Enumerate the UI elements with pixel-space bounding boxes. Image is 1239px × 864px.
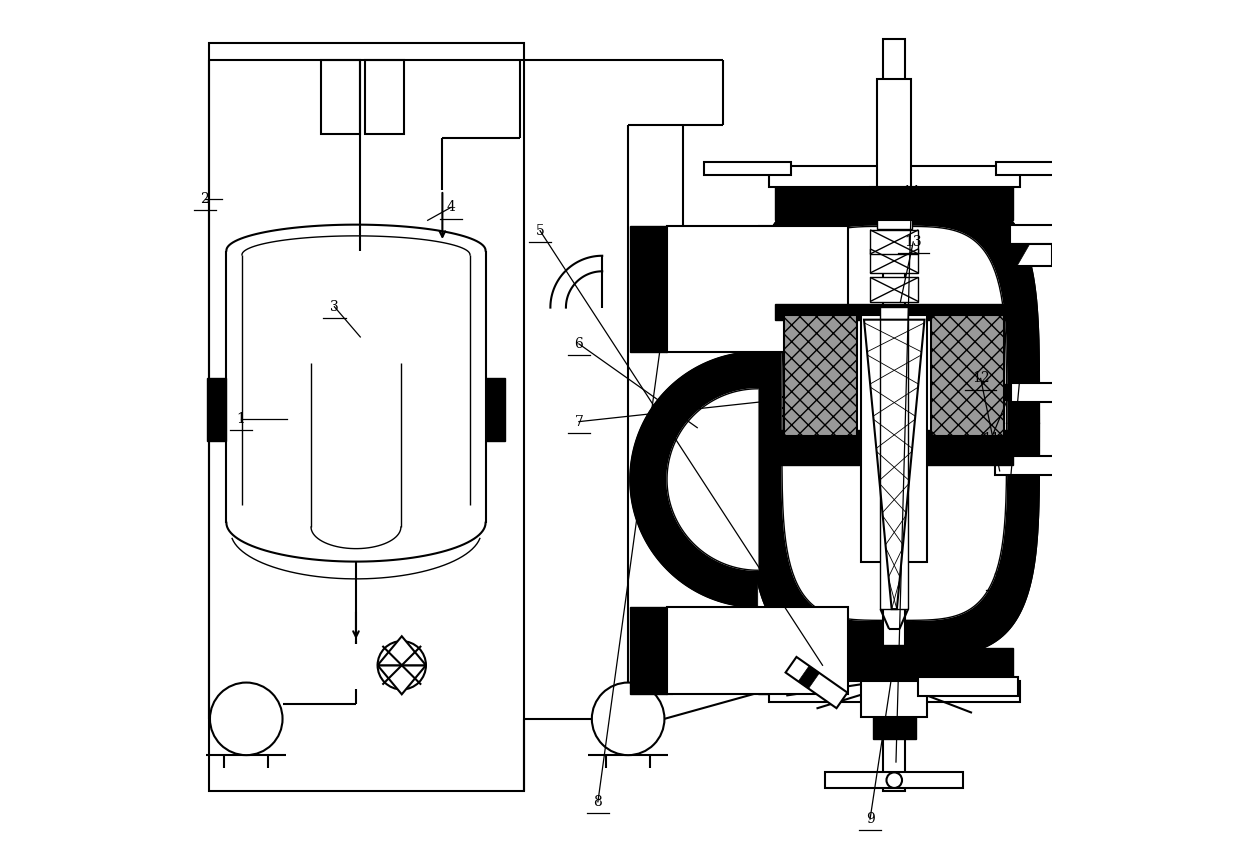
Polygon shape [782,226,1006,620]
Bar [881,307,908,609]
Bar [872,717,916,739]
Text: 10: 10 [992,572,1010,586]
Bar [861,315,927,562]
Bar [321,60,361,134]
Text: 14: 14 [903,185,921,199]
Text: 11: 11 [983,432,1000,446]
Text: 9: 9 [866,812,875,826]
Polygon shape [786,657,847,708]
Bar [758,226,795,352]
Text: 1: 1 [237,412,245,426]
Bar [364,60,404,134]
Bar [667,607,849,694]
Bar [667,226,849,352]
Text: 6: 6 [575,337,584,351]
Polygon shape [378,636,426,665]
Bar [870,187,918,220]
Bar [758,607,795,694]
Bar [877,79,911,187]
Circle shape [209,683,282,755]
Text: 13: 13 [904,235,922,249]
Bar [704,162,790,175]
Polygon shape [798,666,819,689]
Bar [870,230,918,254]
Bar [769,166,1020,187]
Bar [1010,225,1074,244]
Bar [870,187,918,220]
Text: 2: 2 [201,192,209,206]
Bar [996,162,1092,175]
Bar [209,43,524,791]
Bar [825,772,964,788]
Text: 8: 8 [593,795,602,809]
Bar [776,187,1012,220]
Bar [1011,383,1064,402]
Circle shape [886,772,902,788]
Text: 4: 4 [446,200,456,214]
Bar [870,249,918,273]
Bar [629,607,667,694]
Bar [864,645,924,681]
Polygon shape [629,352,758,607]
Bar [995,456,1064,475]
Bar [776,451,1012,465]
Polygon shape [667,389,758,570]
Bar [883,39,906,791]
Bar [870,277,918,302]
Polygon shape [1010,244,1030,266]
Text: 12: 12 [971,372,990,385]
Bar [769,681,1020,702]
Bar [1010,244,1052,266]
Circle shape [592,683,664,755]
Bar [783,315,857,436]
Polygon shape [378,665,426,695]
Bar [776,435,1012,451]
Bar [658,274,709,330]
Bar [776,430,1012,441]
Bar [486,378,506,441]
Bar [918,677,1017,696]
Text: 5: 5 [535,224,544,238]
Bar [861,681,927,717]
Bar [629,226,667,352]
Text: 7: 7 [575,415,584,429]
Bar [207,378,227,441]
Polygon shape [750,190,1040,657]
Bar [1002,384,1011,400]
Bar [930,315,1004,436]
Bar [776,304,1012,320]
Bar [776,648,1012,681]
Text: 3: 3 [330,300,338,314]
Bar [877,219,912,229]
Circle shape [378,641,426,689]
